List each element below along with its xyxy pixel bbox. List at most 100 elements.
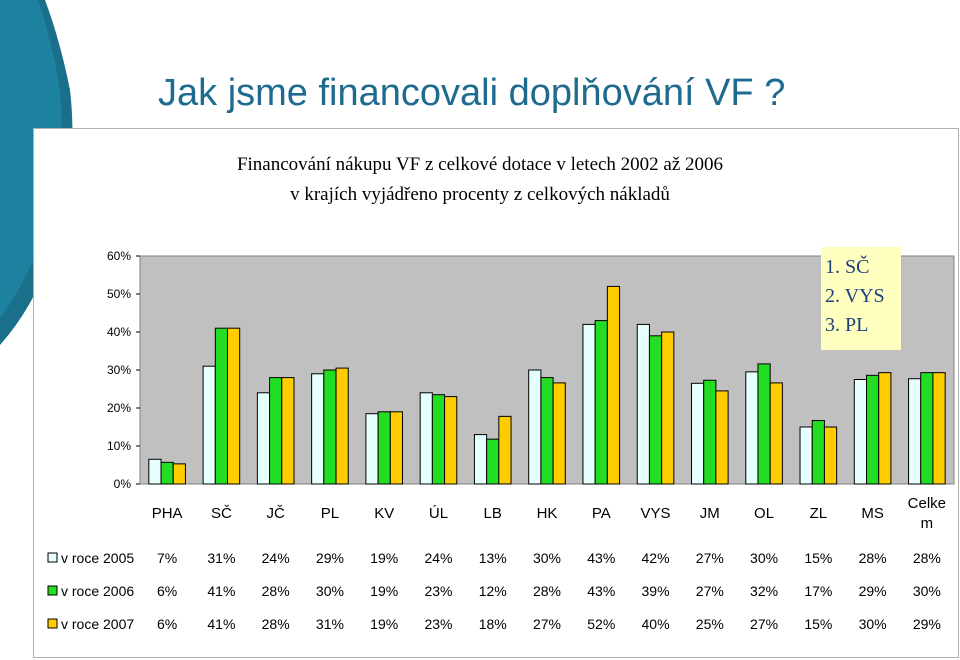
- bar-2-VYS: [648, 335, 663, 485]
- x-category-label: JM: [700, 505, 720, 522]
- x-category-label: KV: [374, 505, 394, 522]
- x-category-label: JČ: [266, 505, 285, 522]
- bar-3-PL: [335, 367, 349, 485]
- data-label: 41%: [207, 616, 235, 632]
- y-tick-label: 30%: [107, 363, 131, 377]
- data-label: 23%: [424, 616, 452, 632]
- data-label: 29%: [859, 583, 887, 599]
- x-category-label: LB: [484, 505, 502, 522]
- data-label: 27%: [696, 550, 724, 566]
- data-label: 30%: [533, 550, 561, 566]
- bar-2-ÚL: [431, 394, 446, 485]
- data-label: 31%: [207, 550, 235, 566]
- data-label: 19%: [370, 550, 398, 566]
- legend-swatch: [47, 552, 58, 563]
- bar-2-PL: [323, 369, 337, 485]
- data-label: 43%: [587, 550, 615, 566]
- ranking-item-1: 1. SČ: [825, 256, 870, 278]
- data-label: 42%: [642, 550, 670, 566]
- bar-2-LB: [486, 438, 500, 485]
- bar-2-SČ: [214, 327, 229, 485]
- x-category-label: m: [921, 515, 934, 532]
- x-category-label: OL: [754, 505, 774, 522]
- bar-3-ÚL: [444, 396, 458, 485]
- data-label: 19%: [370, 616, 398, 632]
- data-label: 28%: [533, 583, 561, 599]
- ranking-item-2: 2. VYS: [825, 285, 885, 307]
- x-category-label: VYS: [641, 505, 671, 522]
- bar-2-MS: [866, 374, 880, 485]
- data-label: 29%: [913, 616, 941, 632]
- bar-1-LB: [473, 434, 488, 485]
- data-label: 28%: [859, 550, 887, 566]
- bar-2-PHA: [160, 461, 174, 485]
- bar-1-SČ: [202, 365, 216, 485]
- data-label: 19%: [370, 583, 398, 599]
- bar-1-MS: [853, 379, 867, 485]
- bar-2-OL: [757, 363, 771, 485]
- bar-3-Celkem: [932, 372, 946, 485]
- data-label: 27%: [696, 583, 724, 599]
- y-tick-label: 20%: [107, 401, 131, 415]
- legend-swatch: [47, 618, 58, 629]
- data-label: 30%: [316, 583, 344, 599]
- bar-1-ZL: [799, 426, 813, 485]
- data-label: 12%: [479, 583, 507, 599]
- bar-3-PHA: [172, 463, 186, 485]
- x-category-label: PA: [592, 505, 611, 522]
- bar-1-OL: [745, 371, 759, 485]
- data-label: 17%: [804, 583, 832, 599]
- data-label: 24%: [424, 550, 452, 566]
- bar-3-VYS: [661, 331, 675, 485]
- data-label: 7%: [157, 550, 177, 566]
- bar-2-Celkem: [920, 372, 934, 485]
- data-label: 43%: [587, 583, 615, 599]
- bar-1-HK: [528, 369, 542, 485]
- data-label: 23%: [424, 583, 452, 599]
- y-tick-label: 40%: [107, 325, 131, 339]
- bar-1-JČ: [256, 392, 271, 485]
- x-category-label: ÚL: [429, 505, 448, 522]
- bar-3-LB: [498, 415, 512, 485]
- bar-3-PA: [606, 285, 621, 485]
- x-category-label: HK: [537, 505, 558, 522]
- bar-3-MS: [878, 372, 892, 485]
- bar-1-VYS: [636, 323, 650, 485]
- y-tick-label: 0%: [114, 477, 132, 491]
- x-category-label: ZL: [810, 505, 828, 522]
- bar-1-ÚL: [419, 392, 433, 485]
- data-label: 18%: [479, 616, 507, 632]
- bar-2-HK: [540, 377, 554, 485]
- bar-1-JM: [691, 382, 705, 485]
- data-label: 30%: [750, 550, 778, 566]
- legend-series-name: v roce 2005: [61, 550, 134, 566]
- data-label: 52%: [587, 616, 615, 632]
- data-label: 29%: [316, 550, 344, 566]
- data-label: 13%: [479, 550, 507, 566]
- bar-2-JČ: [269, 377, 283, 485]
- bar-3-JM: [715, 390, 729, 485]
- bar-1-PL: [311, 373, 325, 485]
- bar-1-KV: [365, 413, 379, 485]
- data-label: 15%: [804, 616, 832, 632]
- data-label: 28%: [913, 550, 941, 566]
- data-label: 40%: [642, 616, 670, 632]
- legend-series-name: v roce 2006: [61, 583, 134, 599]
- x-category-label: Celke: [908, 495, 946, 512]
- ranking-item-3: 3. PL: [825, 314, 869, 336]
- data-label: 28%: [262, 616, 290, 632]
- bar-1-Celkem: [908, 378, 922, 485]
- bar-3-HK: [552, 382, 566, 485]
- y-tick-label: 60%: [107, 249, 131, 263]
- data-label: 15%: [804, 550, 832, 566]
- bar-2-KV: [377, 411, 391, 485]
- y-tick-label: 10%: [107, 439, 131, 453]
- bar-2-JM: [703, 379, 717, 485]
- bar-1-PA: [582, 323, 596, 485]
- data-label: 28%: [262, 583, 290, 599]
- data-label: 6%: [157, 616, 177, 632]
- x-category-label: PHA: [152, 505, 183, 522]
- data-label: 41%: [207, 583, 235, 599]
- slide-title: Jak jsme financovali doplňování VF ?: [158, 72, 786, 114]
